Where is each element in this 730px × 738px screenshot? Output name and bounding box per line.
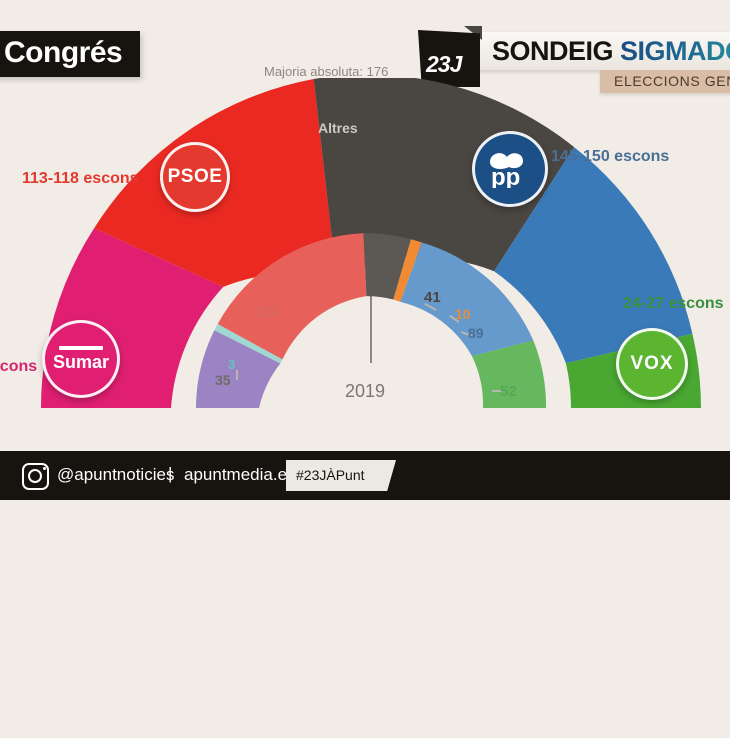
page-title: Congrés (0, 31, 141, 77)
footer-separator: | (168, 464, 173, 483)
label-psoe-seats: 113-118 escons (22, 170, 139, 187)
party-badge-psoe: PSOE (160, 142, 230, 212)
infographic-canvas: Congrés SONDEIG SIGMADOS ELECCIONS GENER… (0, 26, 730, 500)
inner-segment-52 (472, 340, 547, 408)
majority-threshold-label: Majoria absoluta: 176 (264, 64, 389, 79)
party-badge-vox-label: VOX (630, 353, 674, 374)
value-label-3: 3 (228, 357, 236, 372)
party-badge-vox: VOX (616, 328, 688, 400)
label-vox-seats: 24-27 escons (623, 295, 724, 312)
party-badge-sumar-label: Sumar (52, 351, 110, 372)
inner-segment-89 (400, 242, 534, 357)
value-label-10: 10 (455, 306, 471, 322)
inner-ring-year-label: 2019 (345, 381, 386, 401)
instagram-icon[interactable] (22, 463, 49, 490)
leader-line-52 (492, 390, 502, 392)
poll-title-word-2: SIGMADOS (620, 36, 730, 66)
poll-title-bar: SONDEIG SIGMADOS (476, 32, 730, 70)
outer-segment-pp (494, 147, 693, 364)
inner-segment-35 (196, 330, 281, 408)
election-subtitle: ELECCIONS GENERALS (614, 73, 730, 89)
label-altres: Altres (318, 120, 358, 136)
date-badge: 23J (418, 30, 480, 87)
sumar-logo-rule (59, 345, 103, 350)
hashtag-tag: #23JÀPunt (286, 460, 396, 491)
outer-segment-altres (313, 78, 575, 277)
leader-line-3 (236, 370, 238, 380)
value-label-120: 120 (254, 303, 280, 320)
website-link[interactable]: apuntmedia.es (184, 465, 296, 484)
poll-header: SONDEIG SIGMADOS ELECCIONS GENERALS 23J (418, 26, 730, 102)
party-badge-psoe-label: PSOE (167, 166, 223, 187)
date-badge-label: 23J (426, 51, 462, 77)
hashtag-label: #23JÀPunt (296, 467, 365, 483)
footer-bar: @apuntnoticies | apuntmedia.es #23JÀPunt (0, 451, 730, 500)
gauge-svg (41, 78, 701, 408)
inner-segment-120 (217, 233, 367, 360)
svg-text:pp: pp (491, 164, 520, 188)
inner-segment-3 (214, 324, 283, 364)
value-label-52: 52 (500, 383, 517, 400)
party-badge-sumar: Sumar (42, 320, 120, 398)
poll-title: SONDEIG SIGMADOS (492, 36, 730, 67)
inner-segment-41 (363, 233, 411, 300)
value-label-35: 35 (215, 372, 231, 388)
pp-logo-icon: pp (490, 153, 523, 188)
election-subtitle-bar: ELECCIONS GENERALS (600, 70, 730, 93)
value-label-89: 89 (468, 325, 484, 341)
label-sumar-seats: escons (0, 358, 38, 375)
party-badge-pp: pp (472, 131, 548, 207)
inner-segment-10 (393, 239, 422, 302)
poll-title-word-1: SONDEIG (492, 36, 621, 66)
instagram-handle[interactable]: @apuntnoticies (57, 465, 175, 484)
label-pp-seats: 145-150 escons (551, 148, 670, 165)
value-label-41: 41 (424, 289, 441, 306)
